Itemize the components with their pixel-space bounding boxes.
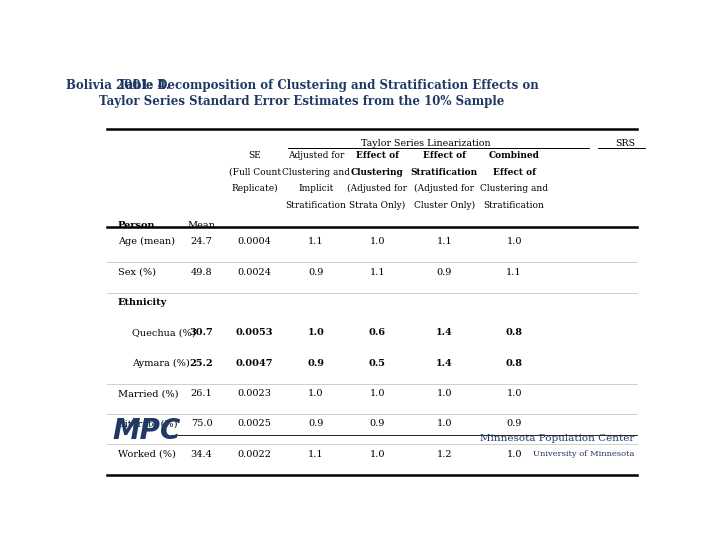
Text: 26.1: 26.1 [191,389,212,398]
Text: Clustering and: Clustering and [480,184,548,193]
Text: SE: SE [248,151,261,160]
Text: Effect of: Effect of [492,167,536,177]
Text: 0.9: 0.9 [436,268,452,276]
Text: Stratification: Stratification [484,201,544,210]
Text: 1.0: 1.0 [308,389,324,398]
Text: 1.0: 1.0 [369,238,385,246]
Text: Taylor Series Linearization: Taylor Series Linearization [361,139,491,148]
Text: Person: Person [118,221,156,230]
Text: Minnesota Population Center: Minnesota Population Center [480,434,634,443]
Text: Bolivia 2001: Decomposition of Clustering and Stratification Effects on: Bolivia 2001: Decomposition of Clusterin… [66,79,539,92]
Text: Age (mean): Age (mean) [118,238,175,246]
Text: (Adjusted for: (Adjusted for [414,184,474,193]
Text: Ethnicity: Ethnicity [118,298,167,307]
Text: 1.1: 1.1 [308,238,324,246]
Text: Strata Only): Strata Only) [349,201,405,210]
Text: Clustering and: Clustering and [282,167,350,177]
Text: Table 4.: Table 4. [118,79,170,92]
Text: Married (%): Married (%) [118,389,179,398]
Text: (Full Count: (Full Count [228,167,281,177]
Text: 24.7: 24.7 [191,238,212,246]
Text: Worked (%): Worked (%) [118,450,176,459]
Text: 0.0023: 0.0023 [238,389,271,398]
Text: Mean: Mean [188,221,215,230]
Text: 1.2: 1.2 [436,450,452,459]
Text: Quechua (%): Quechua (%) [132,328,195,338]
Text: Adjusted for: Adjusted for [288,151,344,160]
Text: Replicate): Replicate) [231,184,278,193]
Text: Stratification: Stratification [286,201,346,210]
Text: 0.9: 0.9 [307,359,325,368]
Text: 49.8: 49.8 [191,268,212,276]
Text: 30.7: 30.7 [190,328,213,338]
Text: 1.0: 1.0 [506,389,522,398]
Text: 1.0: 1.0 [369,450,385,459]
Text: SRS: SRS [616,139,636,148]
Text: 0.9: 0.9 [369,420,385,428]
Text: Taylor Series Standard Error Estimates from the 10% Sample: Taylor Series Standard Error Estimates f… [99,94,505,108]
Text: 0.0024: 0.0024 [238,268,271,276]
Text: Sex (%): Sex (%) [118,268,156,276]
Text: 1.0: 1.0 [369,389,385,398]
Text: Clustering: Clustering [351,167,404,177]
Text: Implicit: Implicit [298,184,333,193]
Text: 25.2: 25.2 [190,359,213,368]
Text: Aymara (%): Aymara (%) [132,359,189,368]
Text: 0.0053: 0.0053 [236,328,274,338]
Text: University of Minnesota: University of Minnesota [533,450,634,458]
Text: 0.8: 0.8 [505,359,523,368]
Text: 0.8: 0.8 [505,328,523,338]
Text: Effect of: Effect of [423,151,466,160]
Text: 1.1: 1.1 [506,268,522,276]
Text: 0.6: 0.6 [369,328,386,338]
Text: 0.0025: 0.0025 [238,420,271,428]
Text: 0.0047: 0.0047 [236,359,274,368]
Text: MPC: MPC [112,417,181,446]
Text: 1.0: 1.0 [436,389,452,398]
Text: 0.9: 0.9 [308,268,324,276]
Text: 1.1: 1.1 [308,450,324,459]
Text: 1.4: 1.4 [436,328,453,338]
Text: Stratification: Stratification [411,167,478,177]
Text: 1.0: 1.0 [506,450,522,459]
Text: 0.0004: 0.0004 [238,238,271,246]
Text: Literate (%): Literate (%) [118,420,177,428]
Text: 1.4: 1.4 [436,359,453,368]
Text: Effect of: Effect of [356,151,399,160]
Text: 0.5: 0.5 [369,359,386,368]
Text: 0.9: 0.9 [308,420,324,428]
Text: Combined: Combined [489,151,539,160]
Text: 75.0: 75.0 [191,420,212,428]
Text: Cluster Only): Cluster Only) [414,201,475,210]
Text: 1.0: 1.0 [436,420,452,428]
Text: 1.1: 1.1 [369,268,385,276]
Text: (Adjusted for: (Adjusted for [347,184,408,193]
Text: 0.0022: 0.0022 [238,450,271,459]
Text: 1.0: 1.0 [307,328,325,338]
Text: 1.1: 1.1 [436,238,452,246]
Text: 0.9: 0.9 [506,420,522,428]
Text: 34.4: 34.4 [191,450,212,459]
Text: 1.0: 1.0 [506,238,522,246]
